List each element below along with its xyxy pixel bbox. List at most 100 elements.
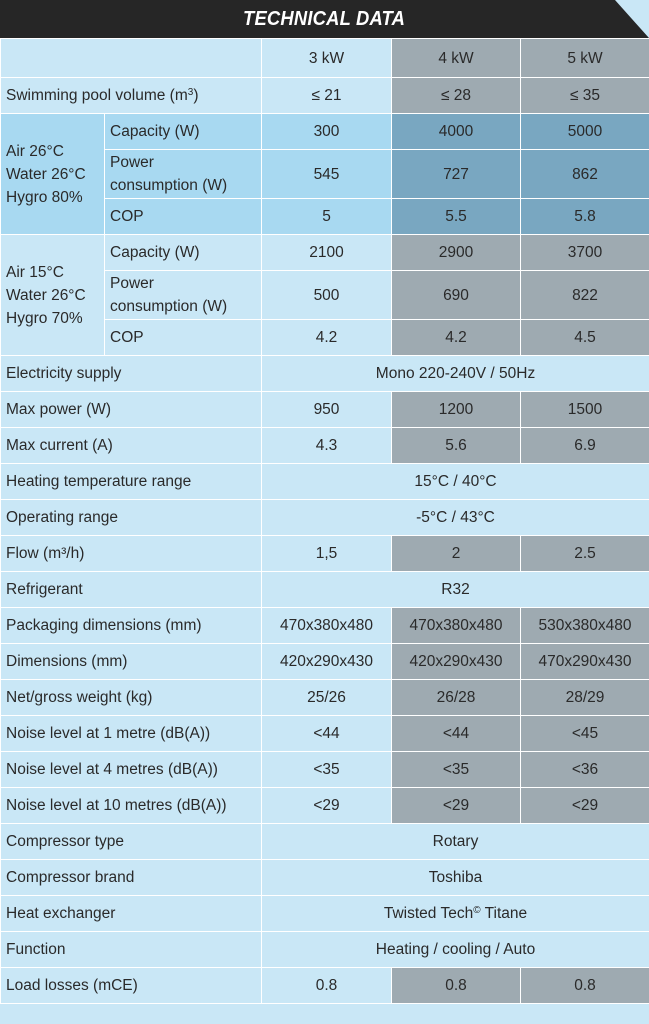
row-label: Capacity (W): [104, 113, 262, 150]
cell-value-merged: -5°C / 43°C: [261, 499, 649, 536]
row-label: COP: [104, 319, 262, 356]
cell-value: 28/29: [520, 679, 649, 716]
cell-value: 470x380x480: [391, 607, 521, 644]
cell-value: 690: [391, 270, 521, 320]
row-label: Packaging dimensions (mm): [0, 607, 262, 644]
condition-group-label: Air 15°C Water 26°C Hygro 70%: [0, 234, 105, 356]
table-row: Compressor brand Toshiba: [0, 859, 649, 896]
cell-value: ≤ 28: [391, 77, 521, 114]
cell-value: <45: [520, 715, 649, 752]
cell-value-merged: Mono 220-240V / 50Hz: [261, 355, 649, 392]
row-label: Electricity supply: [0, 355, 262, 392]
table-row: Electricity supply Mono 220-240V / 50Hz: [0, 355, 649, 392]
table-row: Noise level at 10 metres (dB(A)) <29 <29…: [0, 787, 649, 824]
row-label: Power consumption (W): [104, 270, 262, 320]
row-label: Compressor type: [0, 823, 262, 860]
table-row: Noise level at 4 metres (dB(A)) <35 <35 …: [0, 751, 649, 788]
cell-value: 5: [261, 198, 392, 235]
cell-value: 4000: [391, 113, 521, 150]
cell-value: 0.8: [261, 967, 392, 1004]
cell-value: <35: [261, 751, 392, 788]
cell-value-merged: Rotary: [261, 823, 649, 860]
row-label: Flow (m³/h): [0, 535, 262, 572]
cell-value-merged: Toshiba: [261, 859, 649, 896]
table-row: Power consumption (W) 545 727 862: [1, 149, 649, 199]
cell-value: 6.9: [520, 427, 649, 464]
row-label: Compressor brand: [0, 859, 262, 896]
cell-value: 2900: [391, 234, 521, 271]
row-label: COP: [104, 198, 262, 235]
row-label: Swimming pool volume (m3): [0, 77, 262, 114]
table-row: Air 26°C Water 26°C Hygro 80% Capacity (W)…: [0, 113, 649, 235]
row-label: Dimensions (mm): [0, 643, 262, 680]
cell-value: 420x290x430: [261, 643, 392, 680]
cell-value: 1200: [391, 391, 521, 428]
cell-value: 4.5: [520, 319, 649, 356]
banner-corner-cut: [615, 0, 649, 38]
cell-value: 4.2: [391, 319, 521, 356]
cell-value: 26/28: [391, 679, 521, 716]
row-label: Noise level at 1 metre (dB(A)): [0, 715, 262, 752]
row-label: Max power (W): [0, 391, 262, 428]
cell-value: <29: [261, 787, 392, 824]
table-row: Power consumption (W) 500 690 822: [1, 270, 649, 320]
cell-value-merged: R32: [261, 571, 649, 608]
model-header: 3 kW: [261, 38, 392, 78]
cell-value: 950: [261, 391, 392, 428]
cell-value: 2.5: [520, 535, 649, 572]
cell-value: 5.6: [391, 427, 521, 464]
cell-value-merged: 15°C / 40°C: [261, 463, 649, 500]
table-row: Operating range -5°C / 43°C: [0, 499, 649, 536]
row-label: Function: [0, 931, 262, 968]
model-header: 4 kW: [391, 38, 521, 78]
model-header-row: 3 kW 4 kW 5 kW: [0, 38, 649, 78]
cell-value: <36: [520, 751, 649, 788]
row-label: Heating temperature range: [0, 463, 262, 500]
table-row: Dimensions (mm) 420x290x430 420x290x430 …: [0, 643, 649, 680]
condition-group-label: Air 26°C Water 26°C Hygro 80%: [0, 113, 105, 235]
table-row: COP 5 5.5 5.8: [1, 198, 649, 235]
table-row: Compressor type Rotary: [0, 823, 649, 860]
cell-value: <44: [391, 715, 521, 752]
cell-value: <44: [261, 715, 392, 752]
spec-table: 3 kW 4 kW 5 kW Swimming pool volume (m3)…: [0, 38, 649, 1004]
table-row: Max current (A) 4.3 5.6 6.9: [0, 427, 649, 464]
row-label: Power consumption (W): [104, 149, 262, 199]
row-label: Noise level at 10 metres (dB(A)): [0, 787, 262, 824]
table-row: Heat exchanger Twisted Tech© Titane: [0, 895, 649, 932]
table-row: Flow (m³/h) 1,5 2 2.5: [0, 535, 649, 572]
cell-value: 4.2: [261, 319, 392, 356]
cell-value: 2: [391, 535, 521, 572]
row-label: Net/gross weight (kg): [0, 679, 262, 716]
table-row: Max power (W) 950 1200 1500: [0, 391, 649, 428]
cell-value: 530x380x480: [520, 607, 649, 644]
cell-value: 500: [261, 270, 392, 320]
cell-value: 0.8: [520, 967, 649, 1004]
cell-value: 4.3: [261, 427, 392, 464]
table-row: Heating temperature range 15°C / 40°C: [0, 463, 649, 500]
cell-value: ≤ 21: [261, 77, 392, 114]
cell-value: 420x290x430: [391, 643, 521, 680]
cell-value: 5.5: [391, 198, 521, 235]
row-label: Load losses (mCE): [0, 967, 262, 1004]
row-label: Max current (A): [0, 427, 262, 464]
cell-value: 727: [391, 149, 521, 199]
table-row: Noise level at 1 metre (dB(A)) <44 <44 <…: [0, 715, 649, 752]
cell-value: <29: [520, 787, 649, 824]
title-banner: TECHNICAL DATA: [0, 0, 649, 38]
cell-value: 470x290x430: [520, 643, 649, 680]
table-row: Net/gross weight (kg) 25/26 26/28 28/29: [0, 679, 649, 716]
cell-value: <29: [391, 787, 521, 824]
row-label: Refrigerant: [0, 571, 262, 608]
table-row: Swimming pool volume (m3) ≤ 21 ≤ 28 ≤ 35: [0, 77, 649, 114]
cell-value: 5000: [520, 113, 649, 150]
cell-value-merged: Heating / cooling / Auto: [261, 931, 649, 968]
table-row: Refrigerant R32: [0, 571, 649, 608]
row-label: Heat exchanger: [0, 895, 262, 932]
cell-value: ≤ 35: [520, 77, 649, 114]
cell-value: 1500: [520, 391, 649, 428]
table-row: Air 15°C Water 26°C Hygro 70% Capacity (W)…: [0, 234, 649, 356]
cell-value: 300: [261, 113, 392, 150]
row-label: Noise level at 4 metres (dB(A)): [0, 751, 262, 788]
